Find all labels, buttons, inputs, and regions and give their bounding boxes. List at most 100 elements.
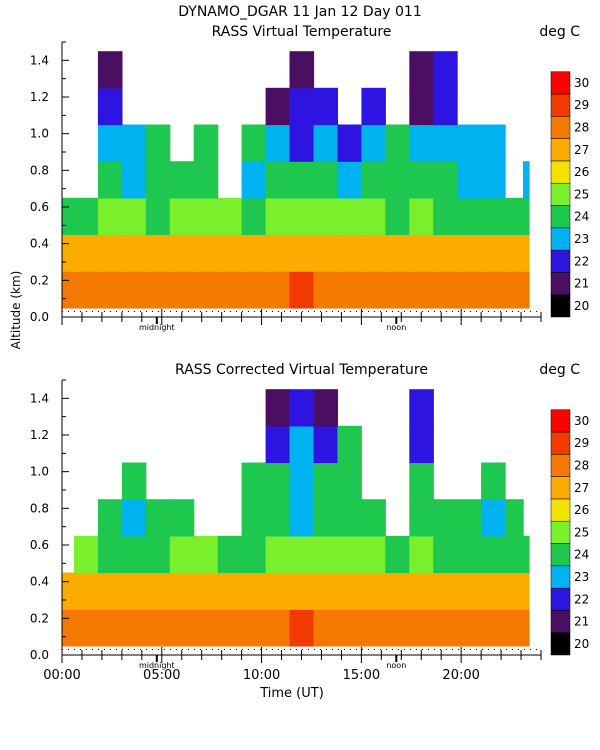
heatmap-cell <box>505 572 524 610</box>
heatmap-cell <box>97 609 123 647</box>
heatmap-cell <box>481 535 506 574</box>
heatmap-cell <box>313 271 338 309</box>
heatmap-cell <box>361 535 386 574</box>
heatmap-cell <box>313 609 338 647</box>
colorbar-label: 20 <box>574 299 589 313</box>
heatmap-cell <box>193 572 219 610</box>
heatmap-cell <box>145 499 171 537</box>
heatmap-cell <box>74 572 99 610</box>
heatmap-cell <box>505 499 524 537</box>
y-tick-label: 0.8 <box>30 501 49 515</box>
colorbar-label: 30 <box>574 76 589 90</box>
heatmap-cell <box>457 234 482 272</box>
heatmap-cell <box>265 425 291 464</box>
panel-corrected-virtual-temperature: RASS Corrected Virtual Temperature deg C 0… <box>30 362 589 683</box>
heatmap-cell <box>241 499 267 537</box>
heatmap-cell <box>62 234 75 272</box>
colorbar-label: 26 <box>574 165 589 179</box>
heatmap-cell <box>97 271 123 309</box>
heatmap-cell <box>481 572 506 610</box>
heatmap-cell <box>523 234 530 272</box>
heatmap-cell <box>409 389 434 427</box>
heatmap-cell <box>265 124 291 162</box>
heatmap-cell <box>62 271 75 309</box>
heatmap-cell <box>74 234 99 272</box>
heatmap-cell <box>505 271 524 309</box>
heatmap-cell <box>121 535 147 574</box>
heatmap-cell <box>361 499 386 537</box>
heatmap-cell <box>361 197 386 236</box>
heatmap-cell <box>433 51 458 89</box>
x-tick-label: 10:00 <box>243 668 280 683</box>
heatmap-cell <box>313 161 338 199</box>
colorbar-swatch <box>550 632 571 656</box>
heatmap-cell <box>385 234 410 272</box>
heatmap-cell <box>241 572 267 610</box>
colorbar-swatch <box>550 476 571 500</box>
heatmap-cell <box>265 389 291 427</box>
heatmap-cell <box>121 572 147 610</box>
heatmap-cell <box>241 535 267 574</box>
heatmap-cell <box>523 161 530 199</box>
colorbar: 20 21 22 23 24 25 26 27 28 29 30 <box>550 71 589 318</box>
colorbar-swatch <box>550 160 571 184</box>
heatmap-cell <box>457 161 482 199</box>
colorbar-swatch <box>550 227 571 251</box>
heatmap-cell <box>241 124 267 162</box>
colorbar-label: 28 <box>574 458 589 472</box>
heatmap-cell <box>433 234 458 272</box>
heatmap-cell <box>265 462 291 500</box>
heatmap-cell <box>409 425 434 464</box>
heatmap-cell <box>361 124 386 162</box>
heatmap-cell <box>97 234 123 272</box>
heatmap-cell <box>289 572 315 610</box>
y-tick-label: 1.0 <box>30 465 49 479</box>
heatmap-cell <box>217 572 243 610</box>
y-tick-label: 0.4 <box>30 575 49 589</box>
heatmap-cell <box>97 124 123 162</box>
heatmap-cell <box>265 271 291 309</box>
heatmap-cell <box>169 197 195 236</box>
heatmap-cell <box>337 609 362 647</box>
heatmap-cell <box>74 197 99 236</box>
heatmap-cell <box>217 271 243 309</box>
heatmap-cell <box>193 609 219 647</box>
heatmap-cell <box>193 271 219 309</box>
heatmap-cell <box>169 271 195 309</box>
heatmap-cell <box>145 271 171 309</box>
heatmap-cell <box>289 234 315 272</box>
colorbar-label: 29 <box>574 98 589 112</box>
heatmap-cell <box>121 197 147 236</box>
heatmap-cell <box>121 161 147 199</box>
heatmap-cell <box>523 271 530 309</box>
heatmap-cell <box>217 197 243 236</box>
heatmap-cell <box>313 87 338 126</box>
heatmap-cell <box>313 462 338 500</box>
heatmap-cell <box>313 234 338 272</box>
midnight-label: midnight <box>139 323 175 332</box>
heatmap-cell <box>62 197 75 236</box>
heatmap-cell <box>193 197 219 236</box>
heatmap-cell <box>241 161 267 199</box>
heatmap-cell <box>433 499 458 537</box>
colorbar-swatch <box>550 454 571 477</box>
y-tick-label: 0.6 <box>30 538 49 552</box>
heatmap-cell <box>241 462 267 500</box>
heatmap-cell <box>265 572 291 610</box>
colorbar-label: 23 <box>574 232 589 246</box>
colorbar-swatch <box>550 294 571 318</box>
colorbar-label: 23 <box>574 570 589 584</box>
heatmap-cell <box>457 271 482 309</box>
heatmap-cell <box>74 609 99 647</box>
heatmap-cell <box>433 535 458 574</box>
heatmap-cell <box>409 234 434 272</box>
heatmap-cell <box>169 161 195 199</box>
heatmap-cell <box>385 197 410 236</box>
heatmap-cell <box>289 51 315 89</box>
colorbar-swatch <box>550 431 571 455</box>
heatmap-cells <box>62 51 530 309</box>
heatmap-cell <box>217 609 243 647</box>
noon-label: noon <box>386 323 406 332</box>
heatmap-cell <box>265 535 291 574</box>
